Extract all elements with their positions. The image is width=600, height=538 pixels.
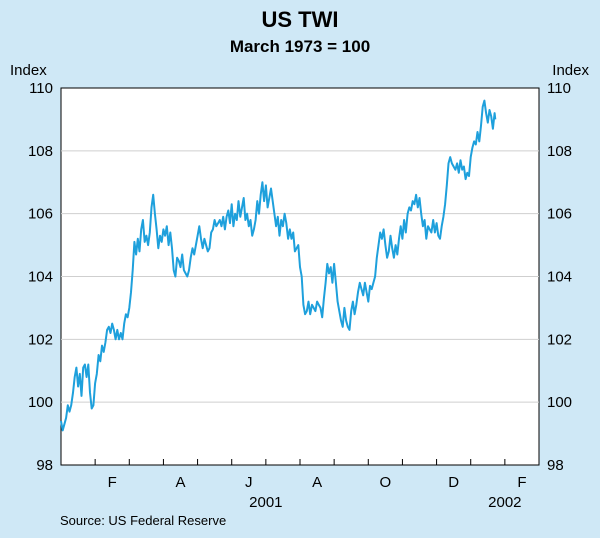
y-tick-label-left: 106	[28, 206, 53, 223]
y-tick-label-left: 104	[28, 269, 53, 286]
x-year-label: 2001	[249, 494, 282, 511]
y-tick-label-right: 104	[547, 269, 572, 286]
x-month-label: O	[380, 474, 392, 491]
y-tick-label-left: 98	[36, 457, 53, 474]
y-tick-label-right: 108	[547, 143, 572, 160]
y-tick-label-right: 100	[547, 394, 572, 411]
y-tick-label-left: 110	[29, 80, 53, 97]
x-month-label: A	[312, 474, 322, 491]
x-month-label: A	[175, 474, 185, 491]
source-note: Source: US Federal Reserve	[60, 513, 226, 528]
twi-series-line	[60, 99, 497, 432]
y-tick-label-right: 110	[547, 80, 571, 97]
y-axis-label-right: Index	[552, 62, 589, 79]
x-year-label: 2002	[488, 494, 521, 511]
chart-title: US TWI	[262, 7, 339, 32]
y-tick-label-left: 102	[28, 331, 53, 348]
y-tick-label-left: 108	[28, 143, 53, 160]
y-tick-label-left: 100	[28, 394, 53, 411]
x-month-label: F	[108, 474, 117, 491]
x-month-label: J	[245, 474, 253, 491]
y-tick-label-right: 102	[547, 331, 572, 348]
x-month-label: D	[448, 474, 459, 491]
x-month-label: F	[517, 474, 526, 491]
y-axis-label-left: Index	[10, 62, 47, 79]
y-tick-label-right: 106	[547, 206, 572, 223]
y-tick-label-right: 98	[547, 457, 564, 474]
chart-subtitle: March 1973 = 100	[230, 37, 370, 56]
